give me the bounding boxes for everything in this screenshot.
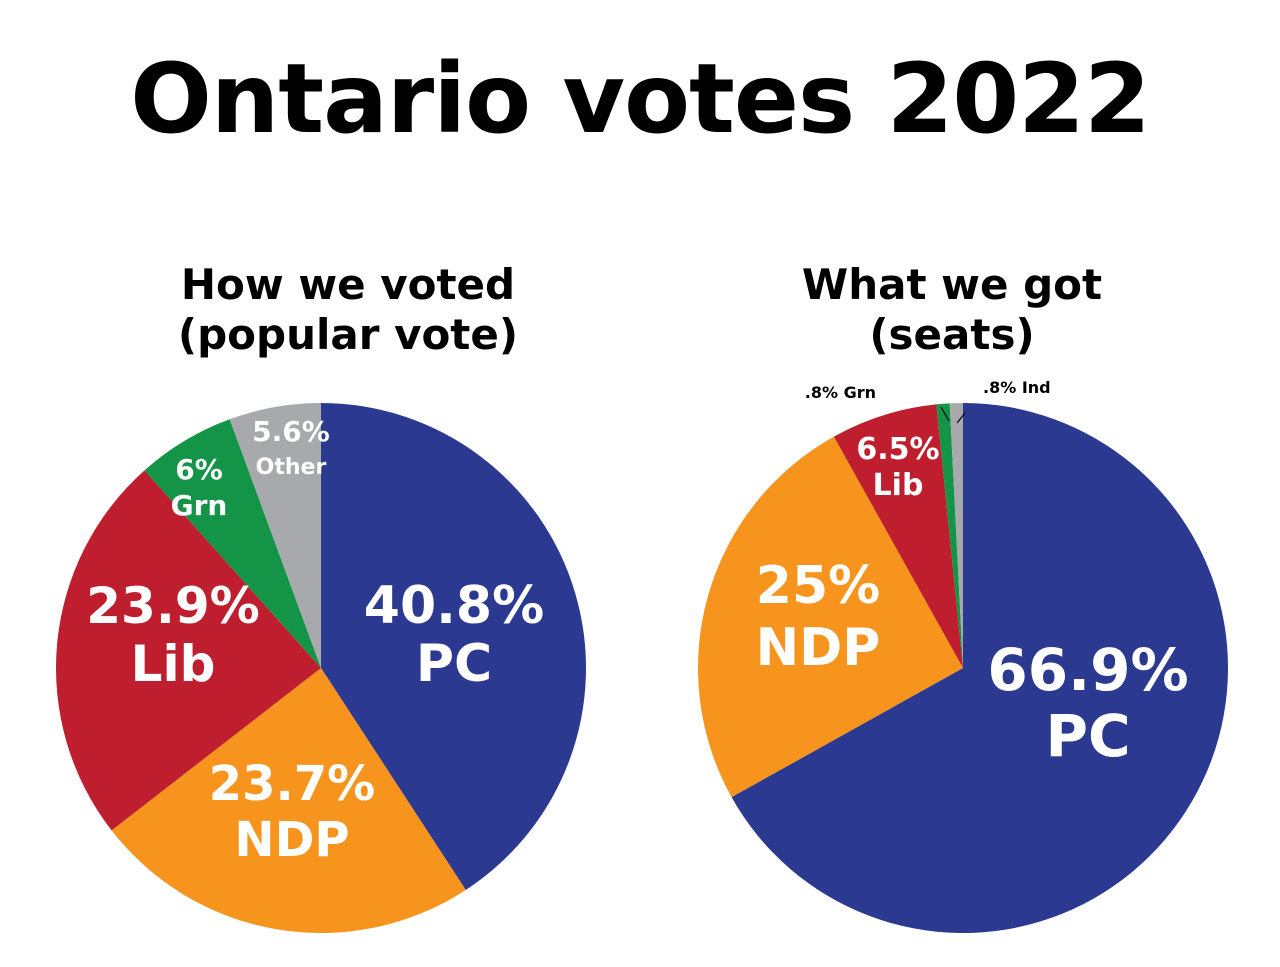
leader-line-grn — [940, 406, 950, 422]
slice-party-pc: PC — [1045, 702, 1130, 770]
slice-party-grn: Grn — [171, 489, 228, 522]
slice-value-pc: 66.9% — [987, 636, 1188, 704]
chart-title-line-2: (popular vote) — [177, 310, 519, 359]
pie-slice-pc — [321, 403, 586, 890]
pie-slice-grn — [936, 403, 963, 668]
pie-slice-other — [229, 403, 321, 668]
slice-party-ndp: NDP — [234, 812, 349, 868]
slice-party-ndp: NDP — [756, 618, 881, 678]
chart-title-popular-vote: How we voted (popular vote) — [88, 260, 608, 360]
slice-party-pc: PC — [416, 634, 492, 694]
pie-slice-pc — [731, 403, 1228, 933]
pie-slice-grn — [144, 419, 321, 668]
pie-slice-lib — [56, 470, 321, 831]
slice-label-grn: .8% Grn — [805, 383, 876, 402]
chart-title-line-1: How we voted — [180, 260, 516, 309]
slice-value-ndp: 25% — [756, 556, 880, 616]
slice-party-lib: Lib — [873, 468, 924, 503]
chart-title-line-2: (seats) — [869, 310, 1035, 359]
slice-value-grn: 6% — [175, 453, 223, 486]
slice-value-lib: 23.9% — [86, 577, 259, 635]
slice-party-lib: Lib — [131, 635, 216, 693]
chart-title-seats: What we got (seats) — [692, 260, 1212, 360]
slice-value-ndp: 23.7% — [209, 756, 376, 812]
page-title: Ontario votes 2022 — [130, 43, 1151, 155]
slice-party-other: Other — [256, 455, 327, 480]
chart-title-line-1: What we got — [801, 260, 1103, 309]
slice-label-ind: .8% Ind — [983, 378, 1051, 397]
pie-slice-lib — [833, 404, 963, 668]
leader-line-ind — [956, 412, 966, 424]
pie-slice-ind — [949, 403, 963, 668]
slice-value-lib: 6.5% — [856, 432, 939, 467]
slice-value-pc: 40.8% — [364, 576, 544, 636]
slice-value-other: 5.6% — [252, 415, 330, 448]
pie-slice-ndp — [111, 668, 466, 933]
pie-slice-ndp — [698, 436, 963, 798]
